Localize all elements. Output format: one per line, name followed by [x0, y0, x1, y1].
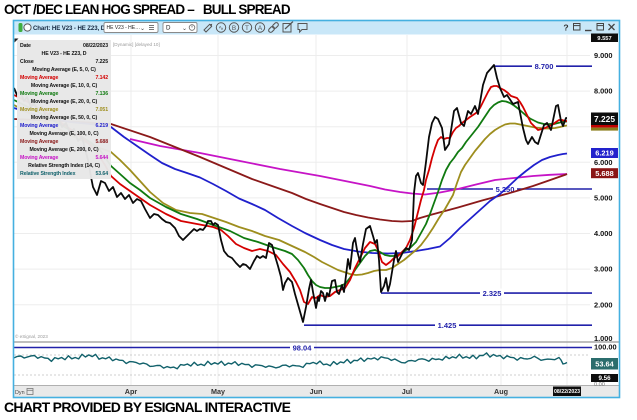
svg-text:2.325: 2.325 — [483, 289, 502, 298]
svg-text:D: D — [166, 25, 171, 32]
svg-text:0.00: 0.00 — [594, 382, 605, 388]
svg-text:9.56: 9.56 — [598, 375, 611, 382]
svg-text:08/22/2023: 08/22/2023 — [554, 389, 580, 395]
svg-text:5.688: 5.688 — [595, 169, 614, 178]
svg-text:2.000: 2.000 — [594, 300, 613, 309]
svg-text:8.700: 8.700 — [535, 62, 554, 71]
svg-text:⌄: ⌄ — [140, 26, 145, 32]
svg-text:May: May — [211, 387, 225, 396]
svg-text:9.557: 9.557 — [597, 36, 612, 42]
svg-text:∿: ∿ — [218, 25, 223, 32]
svg-text:6.000: 6.000 — [594, 158, 613, 167]
svg-text:6.219: 6.219 — [595, 149, 614, 158]
svg-text:⌄: ⌄ — [182, 26, 187, 32]
svg-text:1.000: 1.000 — [594, 334, 613, 343]
svg-text:A: A — [258, 25, 263, 32]
svg-text:?: ? — [563, 23, 568, 33]
svg-text:Aug: Aug — [494, 387, 508, 396]
svg-text:Apr: Apr — [125, 387, 138, 396]
svg-text:9.000: 9.000 — [594, 51, 613, 60]
svg-text:8.000: 8.000 — [594, 87, 613, 96]
svg-text:B: B — [232, 25, 236, 32]
svg-text:98.04: 98.04 — [293, 343, 313, 352]
svg-text:© eSignal, 2023: © eSignal, 2023 — [15, 333, 48, 339]
svg-text:53.64: 53.64 — [595, 359, 614, 368]
svg-text:100.00: 100.00 — [594, 343, 617, 352]
svg-text:Dyn: Dyn — [15, 390, 25, 396]
svg-text:T: T — [245, 25, 249, 32]
svg-text:[Dynamic] [delayed 10]: [Dynamic] [delayed 10] — [113, 42, 160, 47]
svg-text:HE V23 - HE…: HE V23 - HE… — [107, 25, 141, 31]
svg-text:Jun: Jun — [310, 387, 323, 396]
svg-text:7.225: 7.225 — [594, 114, 615, 124]
svg-text:4.000: 4.000 — [594, 229, 613, 238]
svg-text:Chart: HE V23 - HE Z23, D: Chart: HE V23 - HE Z23, D — [33, 25, 106, 32]
svg-text:Jul: Jul — [402, 387, 412, 396]
svg-text:3.000: 3.000 — [594, 265, 613, 274]
svg-text:1.425: 1.425 — [438, 321, 457, 330]
svg-text:5.000: 5.000 — [594, 194, 613, 203]
